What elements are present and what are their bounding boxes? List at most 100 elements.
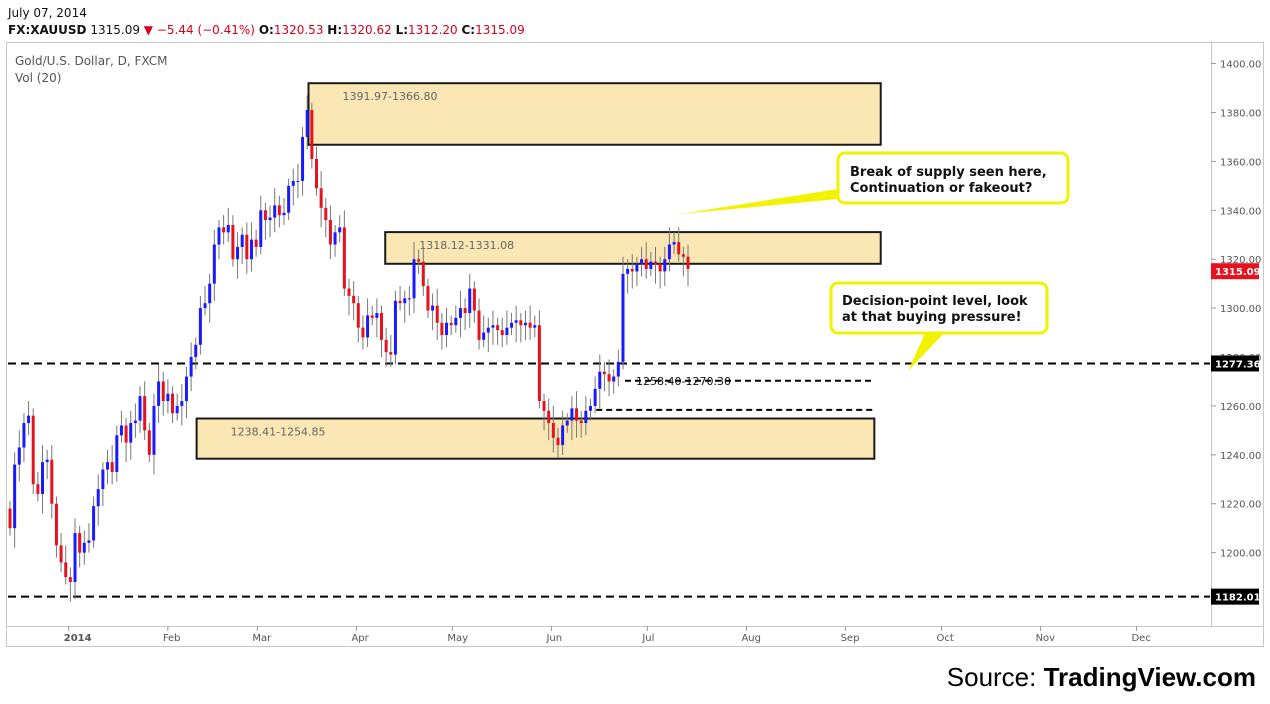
last-price-tag-text: 1315.09 [1215, 267, 1261, 278]
candle-body [431, 305, 435, 311]
candle-body [454, 317, 458, 326]
candle-body [73, 533, 77, 582]
last-price: 1315.09 [90, 23, 140, 37]
candle-body [226, 224, 230, 233]
level-price-tag-box [1211, 588, 1259, 605]
candle-body [361, 327, 365, 338]
candle-body [440, 322, 444, 335]
candle-body [510, 322, 514, 328]
candle-body [663, 259, 667, 272]
price-tags: 1315.09 1277.36 1182.01 [1211, 263, 1261, 605]
candle-body [68, 577, 72, 582]
candle-body [593, 388, 597, 406]
short-levels-label: 1258.40-1270.30 [636, 375, 731, 388]
y-tick-label: 1320.00 [1220, 255, 1261, 266]
candle-body [468, 288, 472, 313]
candle-body [143, 396, 147, 431]
candle-body [133, 420, 137, 424]
candle-body [366, 315, 370, 338]
candle-body [324, 207, 328, 221]
horizontal-levels [8, 362, 1210, 598]
time-axis: 2014 Feb Mar Apr May Jun Jul Aug Sep Oct Nov Dec [64, 626, 1151, 644]
candle-body [672, 242, 676, 245]
candle-body [198, 308, 202, 345]
candle-body [45, 459, 49, 463]
candle-body [686, 256, 690, 269]
candle-body [575, 408, 579, 421]
plot-frame [6, 42, 1264, 647]
zone-label: 1318.12-1331.08 [419, 239, 514, 252]
candle-body [92, 506, 96, 541]
candle-body [463, 308, 467, 313]
candle-body [240, 234, 244, 247]
candle-body [407, 298, 411, 300]
candle-body [347, 288, 351, 296]
candle-body [514, 320, 518, 323]
candle-body [649, 261, 653, 269]
candle-body [398, 300, 402, 304]
candle-body [119, 425, 123, 436]
candle-body [319, 188, 323, 208]
candle-body [523, 322, 527, 326]
level-price-tag-box [1211, 355, 1259, 372]
candle-body [138, 396, 142, 421]
candle-body [115, 435, 119, 472]
candle-body [533, 325, 537, 328]
candle-body [175, 405, 179, 414]
symbol-info-bar: FX:XAUUSD 1315.09 ▼ −5.44 (−0.41%) O:132… [8, 23, 525, 37]
zone-box [384, 231, 882, 265]
candle-body [519, 320, 523, 326]
price-axis: 1200.001220.001240.001260.001280.001300.… [1211, 60, 1261, 560]
candle-body [570, 408, 574, 421]
candle-body [640, 259, 644, 265]
candle-body [500, 330, 504, 335]
candle-body [87, 540, 91, 543]
candle-body [579, 420, 583, 424]
candle-body [22, 423, 26, 448]
candle-body [472, 288, 476, 311]
callout-decision-point: Decision-point level, look at that buyin… [829, 281, 1049, 371]
candle-body [314, 158, 318, 189]
candle-body [208, 283, 212, 304]
open-value: 1320.53 [273, 23, 324, 37]
y-tick-label: 1200.00 [1220, 549, 1261, 560]
header-date: July 07, 2014 [8, 6, 87, 20]
candle-body [96, 489, 100, 507]
candle-body [328, 220, 332, 245]
candle-body [217, 227, 221, 245]
high-label: H: [327, 23, 343, 37]
candle-body [607, 374, 611, 382]
x-tick-label: Apr [351, 633, 369, 644]
candle-body [380, 312, 384, 340]
candle-body [166, 393, 170, 402]
x-tick-label: Jun [545, 633, 562, 644]
close-label: C: [461, 23, 476, 37]
candle-body [101, 469, 105, 490]
callout-supply-break: Break of supply seen here, Continuation … [680, 151, 1070, 214]
high-value: 1320.62 [342, 23, 392, 37]
candle-body [157, 381, 161, 406]
callout-supply-line-2: Continuation or fakeout? [850, 181, 1032, 196]
candle-body [301, 136, 305, 181]
candle-body [263, 210, 267, 221]
candle-body [305, 110, 309, 137]
candle-body [403, 298, 407, 304]
candle-body [486, 327, 490, 333]
candle-body [287, 185, 291, 213]
candle-body [505, 327, 509, 335]
low-value: 1312.20 [408, 23, 458, 37]
source-credit: Source: TradingView.com [947, 662, 1256, 693]
level-price-tag-text: 1182.01 [1215, 593, 1261, 604]
candle-body [584, 410, 588, 424]
candle-body [171, 393, 175, 414]
price-change: −5.44 (−0.41%) [156, 23, 255, 37]
candle-body [681, 254, 685, 257]
candle-body [8, 508, 12, 529]
y-tick-label: 1260.00 [1220, 402, 1261, 413]
candle-body [17, 447, 21, 465]
callout-supply-box [836, 151, 1070, 205]
candle-body [491, 325, 495, 328]
candle-body [106, 462, 110, 470]
callout-supply-pointer [680, 189, 838, 214]
